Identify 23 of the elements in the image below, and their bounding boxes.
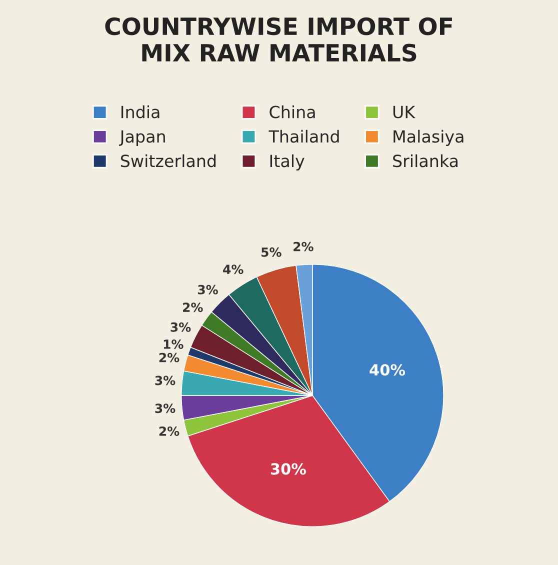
legend-label: Switzerland <box>120 154 216 168</box>
data-label: 4% <box>223 264 244 274</box>
data-label: 30% <box>270 463 306 475</box>
legend-label: Srilanka <box>393 154 458 168</box>
data-label: 3% <box>198 284 218 294</box>
data-label: 1% <box>164 340 184 349</box>
data-label: 2% <box>159 426 180 436</box>
data-label: 2% <box>159 352 180 362</box>
data-label: 40% <box>370 364 406 376</box>
data-label: 3% <box>170 322 191 332</box>
data-label: 3% <box>155 404 176 414</box>
legend-label: China <box>270 105 315 118</box>
chart-title: COUNTRYWISE IMPORT OF MIX RAW MATERIALS <box>105 17 452 62</box>
data-label: 5% <box>262 247 282 257</box>
legend-label: UK <box>393 106 416 118</box>
legend-label: Japan <box>118 130 165 146</box>
data-label: 2% <box>183 302 203 312</box>
legend-label: Malasiya <box>394 130 464 146</box>
legend-label: India <box>121 105 160 118</box>
data-label: 2% <box>294 242 314 252</box>
legend-label: Italy <box>270 154 304 170</box>
data-label: 3% <box>155 376 176 386</box>
legend-label: Thailand <box>268 130 339 143</box>
